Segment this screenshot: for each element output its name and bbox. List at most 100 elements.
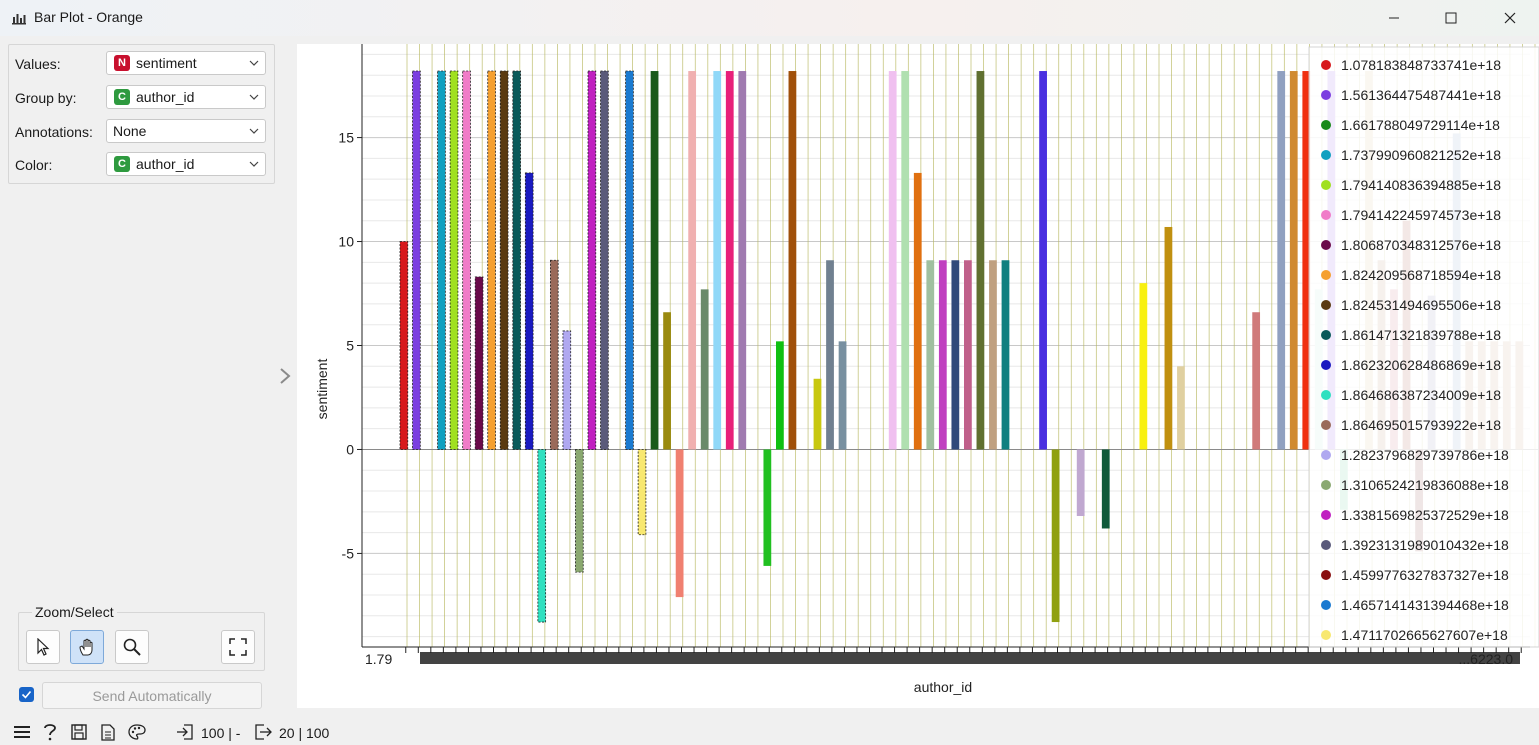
bar bbox=[1076, 449, 1085, 517]
legend-label: 1.3106524219836088e+18 bbox=[1341, 477, 1509, 493]
legend-marker bbox=[1321, 540, 1331, 550]
bar bbox=[688, 71, 697, 450]
bar bbox=[437, 70, 446, 450]
visual-settings-button[interactable] bbox=[127, 722, 147, 742]
pan-tool-button[interactable] bbox=[70, 630, 104, 664]
legend-marker bbox=[1321, 600, 1331, 610]
y-tick-label: 15 bbox=[338, 130, 354, 146]
zoom-magnifier-icon bbox=[123, 638, 141, 656]
legend-label: 1.4657141431394468e+18 bbox=[1341, 597, 1509, 613]
legend-marker bbox=[1321, 210, 1331, 220]
legend-marker bbox=[1321, 300, 1331, 310]
zoom-tool-button[interactable] bbox=[115, 630, 149, 664]
values-combo[interactable]: N sentiment bbox=[106, 51, 266, 75]
pointer-icon bbox=[37, 638, 50, 656]
bar bbox=[1139, 283, 1148, 450]
bar bbox=[1252, 312, 1261, 450]
chevron-right-icon[interactable] bbox=[277, 366, 293, 386]
save-disk-icon bbox=[71, 724, 87, 740]
bar bbox=[537, 449, 547, 623]
legend-marker bbox=[1321, 480, 1331, 490]
input-signal-indicator bbox=[175, 722, 195, 742]
y-axis-label: sentiment bbox=[314, 359, 330, 420]
output-signal-indicator bbox=[253, 722, 273, 742]
group-by-combo-value: author_id bbox=[136, 89, 195, 105]
checkmark-icon bbox=[21, 690, 32, 699]
legend-label: 1.3381569825372529e+18 bbox=[1341, 507, 1509, 523]
legend-marker bbox=[1321, 630, 1331, 640]
window-title: Bar Plot - Orange bbox=[34, 9, 143, 25]
send-automatically-button[interactable]: Send Automatically bbox=[42, 682, 262, 709]
send-automatically-checkbox[interactable] bbox=[19, 687, 34, 702]
legend-label: 1.794142245974573e+18 bbox=[1341, 207, 1501, 223]
bar bbox=[1039, 71, 1047, 450]
legend-marker bbox=[1321, 330, 1331, 340]
bar bbox=[938, 260, 947, 450]
bar bbox=[412, 70, 421, 450]
bar bbox=[1101, 449, 1110, 529]
x-tick-labels-overlap bbox=[420, 652, 1520, 664]
x-tick-first-label: 1.79 bbox=[365, 651, 392, 667]
legend-marker bbox=[1321, 60, 1331, 70]
bar bbox=[399, 241, 409, 450]
report-button[interactable] bbox=[98, 722, 118, 742]
categorical-variable-icon: C bbox=[114, 89, 130, 105]
bar bbox=[524, 172, 534, 450]
bar bbox=[788, 71, 797, 450]
bar bbox=[826, 260, 834, 450]
legend-marker bbox=[1321, 390, 1331, 400]
bar bbox=[838, 341, 847, 450]
hamburger-menu-icon bbox=[14, 726, 30, 738]
bar bbox=[1289, 71, 1298, 450]
maximize-icon bbox=[1445, 12, 1457, 24]
legend-label: 1.4711702665627607e+18 bbox=[1341, 627, 1508, 643]
legend-label: 1.824209568718594e+18 bbox=[1341, 267, 1501, 283]
close-icon bbox=[1504, 12, 1516, 24]
bar bbox=[989, 260, 997, 450]
bar bbox=[713, 71, 722, 450]
menu-button[interactable] bbox=[12, 722, 32, 742]
bar bbox=[1164, 226, 1173, 450]
legend-label: 1.806870348312576e+18 bbox=[1341, 237, 1501, 253]
reset-zoom-button[interactable] bbox=[221, 630, 255, 664]
group-by-combo[interactable]: C author_id bbox=[106, 85, 266, 109]
bar bbox=[976, 71, 985, 450]
plot-settings-panel: Values: N sentiment Group by: C author_i… bbox=[8, 44, 275, 184]
maximize-button[interactable] bbox=[1428, 0, 1474, 36]
color-combo[interactable]: C author_id bbox=[106, 152, 266, 176]
help-question-icon bbox=[44, 724, 56, 741]
legend-label: 1.2823796829739786e+18 bbox=[1341, 447, 1509, 463]
annotations-combo[interactable]: None bbox=[106, 119, 266, 143]
bar bbox=[1277, 71, 1286, 450]
bar bbox=[474, 276, 484, 450]
bar bbox=[549, 259, 559, 450]
chevron-down-icon bbox=[249, 94, 259, 100]
bar bbox=[587, 70, 597, 450]
close-button[interactable] bbox=[1487, 0, 1533, 36]
fit-to-view-icon bbox=[229, 638, 247, 656]
select-tool-button[interactable] bbox=[26, 630, 60, 664]
bar-chart[interactable]: -5 0 5 10 15 1.078183848733741e+18 1.56136447… bbox=[297, 44, 1539, 708]
legend-label: 1.737990960821252e+18 bbox=[1341, 147, 1501, 163]
bar-chart-icon bbox=[12, 14, 26, 25]
legend-label: 1.561364475487441e+18 bbox=[1341, 87, 1501, 103]
group-by-label: Group by: bbox=[15, 90, 77, 106]
legend-marker bbox=[1321, 420, 1331, 430]
chevron-down-icon bbox=[249, 161, 259, 167]
report-document-icon bbox=[101, 723, 115, 741]
y-tick-label: 10 bbox=[338, 234, 354, 250]
minimize-button[interactable] bbox=[1371, 0, 1417, 36]
annotations-combo-value: None bbox=[113, 123, 147, 139]
y-tick-label: 0 bbox=[346, 441, 354, 457]
annotations-label: Annotations: bbox=[15, 124, 93, 140]
legend-marker bbox=[1321, 450, 1331, 460]
bar bbox=[575, 449, 584, 573]
save-button[interactable] bbox=[69, 722, 89, 742]
help-button[interactable] bbox=[40, 722, 60, 742]
pan-hand-icon bbox=[79, 638, 93, 656]
output-arrow-icon bbox=[255, 724, 272, 740]
legend-marker bbox=[1321, 90, 1331, 100]
bar bbox=[725, 71, 734, 450]
bar-plot-area[interactable]: -5 0 5 10 15 1.078183848733741e+18 1.56136447… bbox=[297, 44, 1539, 708]
bar bbox=[675, 449, 684, 598]
